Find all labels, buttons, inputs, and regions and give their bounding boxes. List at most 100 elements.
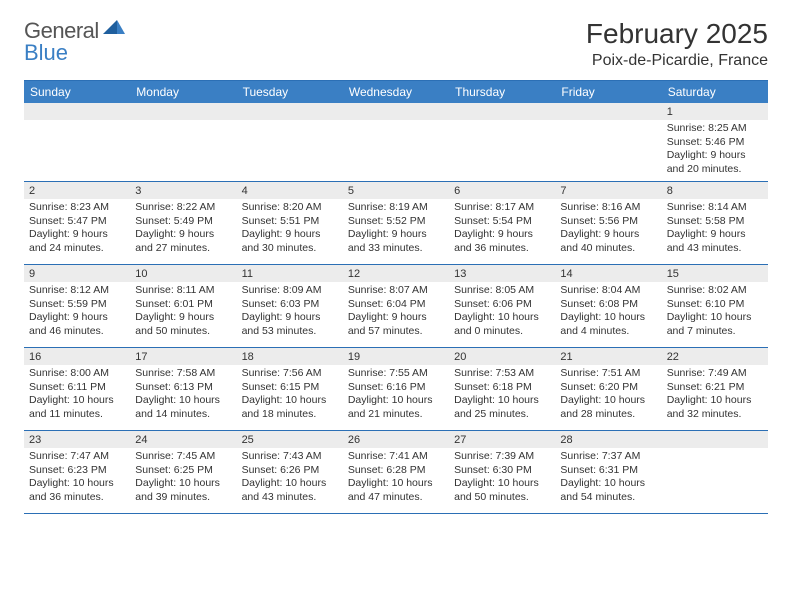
week-row: 9Sunrise: 8:12 AMSunset: 5:59 PMDaylight… [24, 265, 768, 348]
day-cell: 13Sunrise: 8:05 AMSunset: 6:06 PMDayligh… [449, 265, 555, 347]
day-number: 7 [555, 182, 661, 199]
day-number [343, 103, 449, 120]
day-number: 3 [130, 182, 236, 199]
day-number: 10 [130, 265, 236, 282]
week-row: 16Sunrise: 8:00 AMSunset: 6:11 PMDayligh… [24, 348, 768, 431]
day-cell: 8Sunrise: 8:14 AMSunset: 5:58 PMDaylight… [662, 182, 768, 264]
day-number: 11 [237, 265, 343, 282]
day-cell: 24Sunrise: 7:45 AMSunset: 6:25 PMDayligh… [130, 431, 236, 513]
day-details: Sunrise: 8:16 AMSunset: 5:56 PMDaylight:… [555, 199, 661, 260]
day-number: 26 [343, 431, 449, 448]
week-row: 1Sunrise: 8:25 AMSunset: 5:46 PMDaylight… [24, 103, 768, 182]
day-details: Sunrise: 8:25 AMSunset: 5:46 PMDaylight:… [662, 120, 768, 181]
day-number: 14 [555, 265, 661, 282]
day-cell: 19Sunrise: 7:55 AMSunset: 6:16 PMDayligh… [343, 348, 449, 430]
day-cell [449, 103, 555, 181]
day-number: 20 [449, 348, 555, 365]
day-cell: 5Sunrise: 8:19 AMSunset: 5:52 PMDaylight… [343, 182, 449, 264]
day-details: Sunrise: 8:02 AMSunset: 6:10 PMDaylight:… [662, 282, 768, 343]
day-details: Sunrise: 8:04 AMSunset: 6:08 PMDaylight:… [555, 282, 661, 343]
day-cell: 16Sunrise: 8:00 AMSunset: 6:11 PMDayligh… [24, 348, 130, 430]
day-cell: 22Sunrise: 7:49 AMSunset: 6:21 PMDayligh… [662, 348, 768, 430]
day-cell: 25Sunrise: 7:43 AMSunset: 6:26 PMDayligh… [237, 431, 343, 513]
dow-row: Sunday Monday Tuesday Wednesday Thursday… [24, 81, 768, 103]
day-cell: 14Sunrise: 8:04 AMSunset: 6:08 PMDayligh… [555, 265, 661, 347]
day-details: Sunrise: 7:53 AMSunset: 6:18 PMDaylight:… [449, 365, 555, 426]
day-cell [237, 103, 343, 181]
day-details: Sunrise: 7:58 AMSunset: 6:13 PMDaylight:… [130, 365, 236, 426]
day-number: 28 [555, 431, 661, 448]
day-cell: 11Sunrise: 8:09 AMSunset: 6:03 PMDayligh… [237, 265, 343, 347]
day-details: Sunrise: 8:20 AMSunset: 5:51 PMDaylight:… [237, 199, 343, 260]
day-number: 22 [662, 348, 768, 365]
day-details: Sunrise: 8:22 AMSunset: 5:49 PMDaylight:… [130, 199, 236, 260]
day-details: Sunrise: 8:07 AMSunset: 6:04 PMDaylight:… [343, 282, 449, 343]
day-details: Sunrise: 7:49 AMSunset: 6:21 PMDaylight:… [662, 365, 768, 426]
day-cell: 10Sunrise: 8:11 AMSunset: 6:01 PMDayligh… [130, 265, 236, 347]
week-row: 2Sunrise: 8:23 AMSunset: 5:47 PMDaylight… [24, 182, 768, 265]
day-details: Sunrise: 8:14 AMSunset: 5:58 PMDaylight:… [662, 199, 768, 260]
day-cell [662, 431, 768, 513]
day-cell: 4Sunrise: 8:20 AMSunset: 5:51 PMDaylight… [237, 182, 343, 264]
logo-mark-icon [103, 18, 125, 44]
day-details: Sunrise: 7:41 AMSunset: 6:28 PMDaylight:… [343, 448, 449, 509]
header: General February 2025 Poix-de-Picardie, … [24, 18, 768, 70]
page: General February 2025 Poix-de-Picardie, … [0, 0, 792, 514]
day-details: Sunrise: 8:12 AMSunset: 5:59 PMDaylight:… [24, 282, 130, 343]
day-cell: 26Sunrise: 7:41 AMSunset: 6:28 PMDayligh… [343, 431, 449, 513]
day-cell: 12Sunrise: 8:07 AMSunset: 6:04 PMDayligh… [343, 265, 449, 347]
day-number: 19 [343, 348, 449, 365]
day-cell: 6Sunrise: 8:17 AMSunset: 5:54 PMDaylight… [449, 182, 555, 264]
dow-wed: Wednesday [343, 81, 449, 103]
day-details: Sunrise: 8:05 AMSunset: 6:06 PMDaylight:… [449, 282, 555, 343]
day-cell [555, 103, 661, 181]
day-number [130, 103, 236, 120]
day-number: 5 [343, 182, 449, 199]
calendar: Sunday Monday Tuesday Wednesday Thursday… [24, 80, 768, 514]
month-title: February 2025 [586, 18, 768, 50]
day-number: 27 [449, 431, 555, 448]
day-number: 17 [130, 348, 236, 365]
day-number [555, 103, 661, 120]
day-cell: 9Sunrise: 8:12 AMSunset: 5:59 PMDaylight… [24, 265, 130, 347]
day-cell [130, 103, 236, 181]
day-number: 15 [662, 265, 768, 282]
day-number: 23 [24, 431, 130, 448]
day-number [237, 103, 343, 120]
day-details: Sunrise: 8:17 AMSunset: 5:54 PMDaylight:… [449, 199, 555, 260]
day-number [24, 103, 130, 120]
day-cell: 7Sunrise: 8:16 AMSunset: 5:56 PMDaylight… [555, 182, 661, 264]
day-number: 21 [555, 348, 661, 365]
day-number: 2 [24, 182, 130, 199]
week-row: 23Sunrise: 7:47 AMSunset: 6:23 PMDayligh… [24, 431, 768, 514]
day-cell: 17Sunrise: 7:58 AMSunset: 6:13 PMDayligh… [130, 348, 236, 430]
day-number: 12 [343, 265, 449, 282]
day-details: Sunrise: 8:00 AMSunset: 6:11 PMDaylight:… [24, 365, 130, 426]
weeks-container: 1Sunrise: 8:25 AMSunset: 5:46 PMDaylight… [24, 103, 768, 514]
day-number: 16 [24, 348, 130, 365]
day-number: 4 [237, 182, 343, 199]
day-cell [24, 103, 130, 181]
day-cell: 1Sunrise: 8:25 AMSunset: 5:46 PMDaylight… [662, 103, 768, 181]
day-number: 9 [24, 265, 130, 282]
day-details: Sunrise: 7:43 AMSunset: 6:26 PMDaylight:… [237, 448, 343, 509]
day-number: 25 [237, 431, 343, 448]
logo-text-2: Blue [24, 40, 68, 65]
dow-thu: Thursday [449, 81, 555, 103]
day-cell: 27Sunrise: 7:39 AMSunset: 6:30 PMDayligh… [449, 431, 555, 513]
dow-tue: Tuesday [237, 81, 343, 103]
day-cell: 3Sunrise: 8:22 AMSunset: 5:49 PMDaylight… [130, 182, 236, 264]
day-details: Sunrise: 7:55 AMSunset: 6:16 PMDaylight:… [343, 365, 449, 426]
day-details: Sunrise: 8:23 AMSunset: 5:47 PMDaylight:… [24, 199, 130, 260]
day-details: Sunrise: 7:51 AMSunset: 6:20 PMDaylight:… [555, 365, 661, 426]
day-cell: 21Sunrise: 7:51 AMSunset: 6:20 PMDayligh… [555, 348, 661, 430]
dow-mon: Monday [130, 81, 236, 103]
day-details: Sunrise: 8:11 AMSunset: 6:01 PMDaylight:… [130, 282, 236, 343]
day-cell: 28Sunrise: 7:37 AMSunset: 6:31 PMDayligh… [555, 431, 661, 513]
day-details: Sunrise: 7:39 AMSunset: 6:30 PMDaylight:… [449, 448, 555, 509]
day-details: Sunrise: 7:37 AMSunset: 6:31 PMDaylight:… [555, 448, 661, 509]
day-number [449, 103, 555, 120]
day-number: 8 [662, 182, 768, 199]
day-cell: 23Sunrise: 7:47 AMSunset: 6:23 PMDayligh… [24, 431, 130, 513]
day-cell: 18Sunrise: 7:56 AMSunset: 6:15 PMDayligh… [237, 348, 343, 430]
